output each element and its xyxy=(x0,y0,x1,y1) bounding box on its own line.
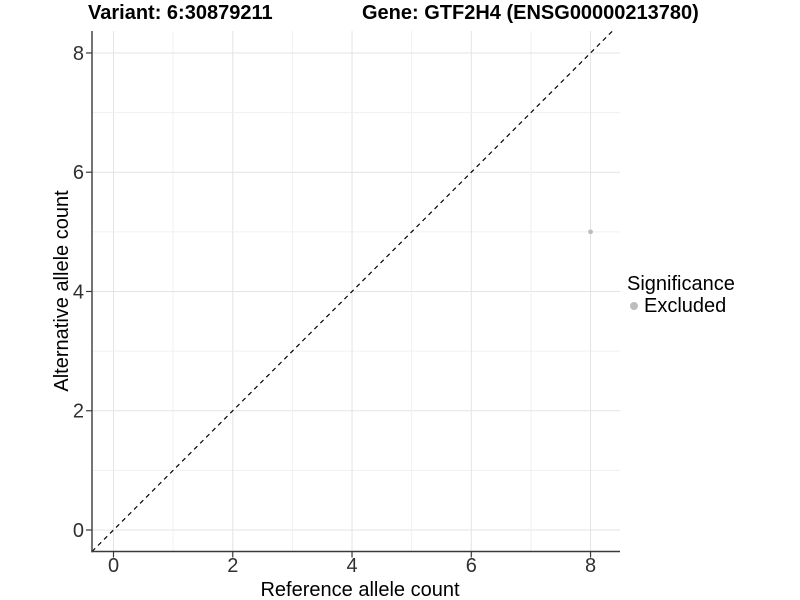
x-tick-label: 0 xyxy=(108,555,119,577)
x-tick-label: 4 xyxy=(346,555,357,577)
identity-reference-line xyxy=(91,30,613,552)
x-tick-label: 2 xyxy=(227,555,238,577)
legend: Significance Excluded xyxy=(627,273,735,317)
legend-item-label: Excluded xyxy=(644,295,727,317)
plot-title-gene: Gene: GTF2H4 (ENSG00000213780) xyxy=(362,2,699,24)
y-axis-title: Alternative allele count xyxy=(51,190,73,392)
x-tick-label: 6 xyxy=(466,555,477,577)
tick-marks xyxy=(86,52,592,558)
y-tick-label: 0 xyxy=(73,520,84,542)
grid-lines xyxy=(92,31,620,552)
y-tick-label: 6 xyxy=(73,162,84,184)
legend-item-excluded: Excluded xyxy=(627,295,735,317)
y-tick-label: 4 xyxy=(73,281,84,303)
y-tick-label: 8 xyxy=(73,43,84,65)
circle-icon xyxy=(630,302,638,310)
legend-title: Significance xyxy=(627,273,735,295)
data-point xyxy=(588,229,593,235)
x-tick-label: 8 xyxy=(585,555,596,577)
tick-labels: 0 2 4 6 8 0 2 4 6 8 xyxy=(73,43,596,577)
data-points xyxy=(588,229,593,235)
x-axis-title: Reference allele count xyxy=(260,579,459,600)
plot-title-variant: Variant: 6:30879211 xyxy=(88,2,273,24)
y-tick-label: 2 xyxy=(73,401,84,423)
